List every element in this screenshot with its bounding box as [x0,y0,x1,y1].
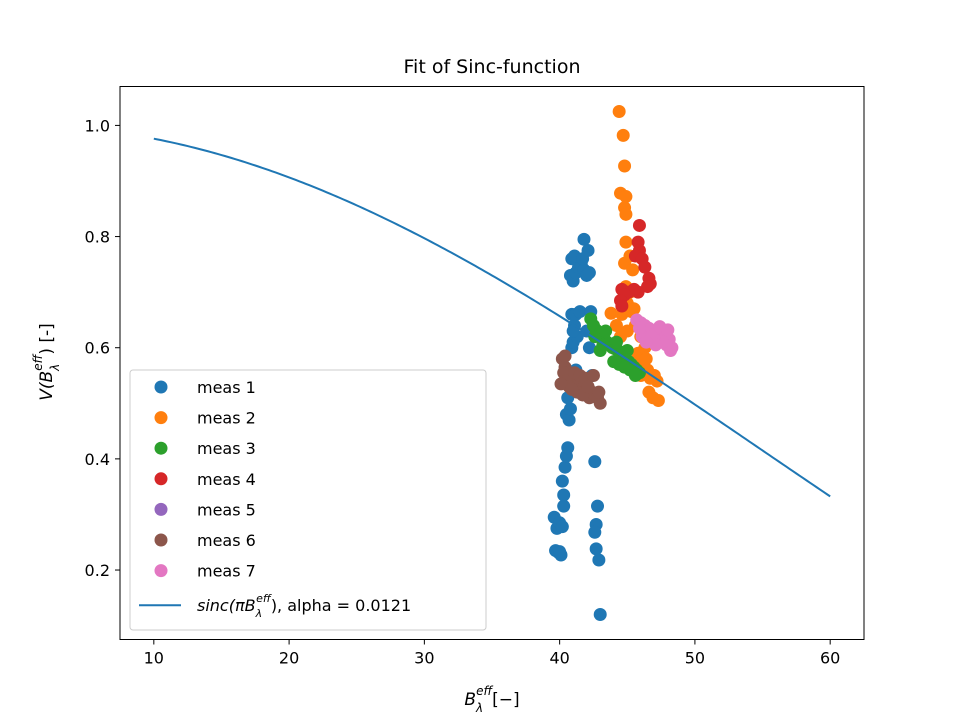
y-tick-label: 0.8 [85,228,110,247]
scatter-point [592,553,606,567]
fit-line [153,137,831,498]
x-label-sub: λ [475,701,483,715]
legend-fit-label: sinc(πBλ eff), alpha = 0.0121 [197,592,411,620]
x-tick-label: 40 [549,649,569,668]
scatter-point [638,260,652,274]
scatter-point [639,352,653,366]
scatter-point [619,235,633,249]
scatter-point [593,396,607,410]
legend-marker [154,441,168,455]
scatter-point [557,499,571,513]
scatter-point [604,306,618,320]
legend-label: meas 6 [197,531,256,550]
scatter-point [632,321,646,335]
scatter-point [589,542,603,556]
scatter-point [627,302,641,316]
scatter-point [632,218,646,232]
scatter-point [616,128,630,142]
y-tick-label: 1.0 [85,116,110,135]
scatter-point [619,207,633,221]
scatter-point [651,394,665,408]
scatter-point [565,382,579,396]
scatter-point [563,402,577,416]
scatter-point [615,299,629,313]
x-tick-label: 50 [685,649,705,668]
scatter-point [619,190,633,204]
legend-label: meas 2 [197,409,256,428]
scatter-point [558,349,572,363]
scatter-point [582,266,596,280]
scatter-point [591,499,605,513]
scatter-point [639,335,653,349]
scatter-point [592,385,606,399]
legend-label: meas 7 [197,562,256,581]
scatter-point [593,607,607,621]
scatter-point [573,305,587,319]
scatter-point [641,280,655,294]
legend-marker [154,380,168,394]
scatter-point [557,488,571,502]
legend-marker [154,533,168,547]
scatter-point [586,369,600,383]
y-label-base: B [37,371,57,383]
legend-label: meas 1 [197,378,256,397]
scatter-point [609,318,623,332]
x-label-sup: eff [476,684,493,698]
legend-fit-label-part: ), alpha = 0.0121 [271,596,411,615]
y-axis-label: V(Bλeff) [-] [31,323,62,401]
legend-marker [154,502,168,516]
x-label-base: B [464,690,476,710]
y-label-sub: λ [48,364,62,372]
scatter-point [661,323,675,337]
scatter-point [628,369,642,383]
legend-marker [154,411,168,425]
legend-label: meas 3 [197,439,256,458]
x-tick-label: 30 [414,649,434,668]
scatter-point [581,380,595,394]
scatter-point [555,520,569,534]
x-tick-label: 20 [279,649,299,668]
scatter-point [581,243,595,257]
y-tick-label: 0.6 [85,339,110,358]
legend-fit-label-part: sinc(πB [197,596,256,615]
scatter-point [588,455,602,469]
legend-fit-label-part: λ [255,607,263,620]
y-label-pre: V( [37,381,57,401]
scatter-point [558,460,572,474]
scatter-point [620,343,634,357]
x-axis-label: Bλ eff[−] [464,684,519,715]
legend-marker [154,564,168,578]
legend-fit-label-part: eff [256,592,272,605]
y-tick-label: 0.2 [85,561,110,580]
legend-label: meas 5 [197,500,256,519]
scatter-point [612,105,626,119]
scatter-point [582,341,596,355]
legend: meas 1 meas 2 meas 3 meas 4 meas 5 meas 6 meas… [129,369,487,631]
scatter-point [599,324,613,338]
legend-marker [154,472,168,486]
scatter-point [588,525,602,539]
scatter-point [553,545,567,559]
scatter-point [561,441,575,455]
plot-frame [119,86,865,640]
y-label-sup: eff [31,353,45,370]
scatter-point [554,377,568,391]
scatter-point [609,335,623,349]
legend-label: meas 4 [197,470,256,489]
x-tick-label: 10 [144,649,164,668]
y-tick-label: 0.4 [85,450,110,469]
scatter-point [562,413,576,427]
x-tick-label: 60 [820,649,840,668]
x-label-tail: [−] [492,690,520,710]
chart-title: Fit of Sinc-function [404,56,581,78]
scatter-point [618,159,632,173]
y-label-tail: ) [-] [37,323,57,354]
scatter-point [626,263,640,277]
legend-box [129,369,487,631]
scatter-point [555,474,569,488]
scatter-point [577,232,591,246]
